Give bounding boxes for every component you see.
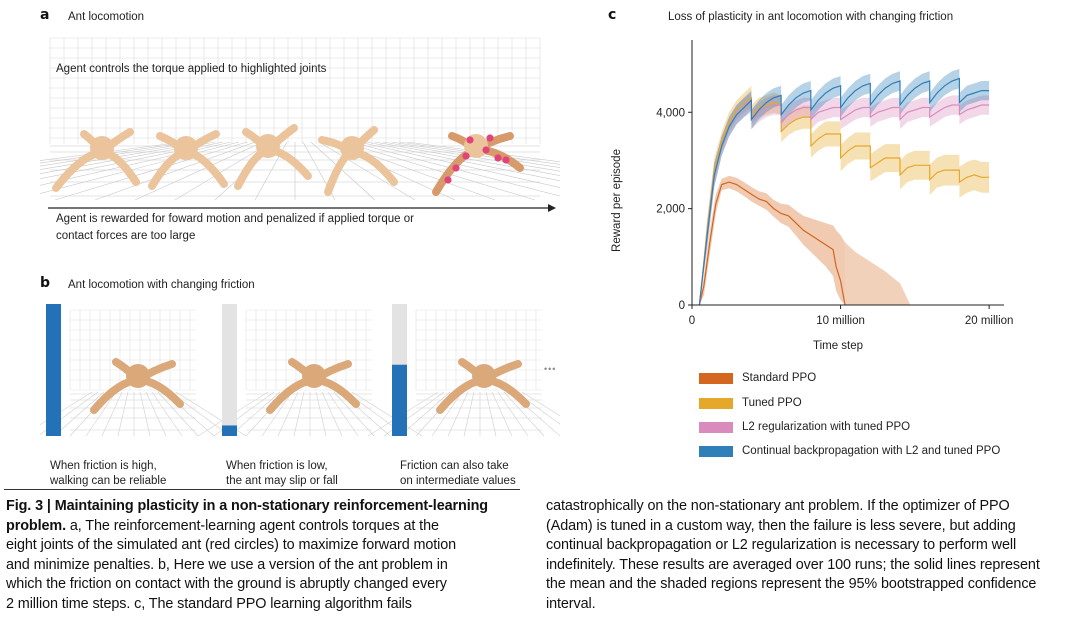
series-line-3 — [698, 77, 990, 306]
panel-a-title: Ant locomotion — [68, 11, 145, 23]
panel-c-letter: c — [608, 7, 617, 23]
caption-left-line-4: which the friction on contact with the g… — [6, 576, 447, 593]
panel-a-letter: a — [40, 7, 50, 23]
caption-right-line-6: interval. — [546, 595, 596, 612]
panel-b-letter: b — [40, 275, 51, 291]
legend-swatch-tuned — [699, 398, 733, 409]
x-tick-label: 0 — [689, 315, 695, 327]
friction-frames — [40, 304, 560, 437]
legend-label-tuned: Tuned PPO — [742, 397, 802, 409]
chart-title: Loss of plasticity in ant locomotion wit… — [668, 11, 954, 23]
frame-3-caption: Friction can also take on intermediate v… — [400, 459, 516, 489]
friction-frame — [367, 304, 560, 437]
caption-right-line-5: the mean and the shaded regions represen… — [546, 576, 1037, 593]
highlighted-joint — [502, 156, 510, 164]
highlighted-joint — [494, 154, 502, 162]
caption-right-line-2: (Adam) is tuned in a custom way, then th… — [546, 517, 1016, 534]
legend-label-standard: Standard PPO — [742, 372, 817, 384]
caption-figlabel: Fig. 3 | Maintaining plasticity in a non… — [6, 498, 488, 514]
highlighted-joint — [462, 152, 470, 160]
reward-chart: 0 2,000 4,000 0 10 million 20 million Time ste… — [611, 40, 1014, 352]
highlighted-joint — [466, 136, 474, 144]
frame-1-caption: When friction is high, walking can be re… — [50, 459, 166, 489]
series-band-0 — [699, 175, 845, 305]
friction-bar-fill — [46, 304, 61, 436]
frame-3-caption-line1: Friction can also take — [400, 460, 509, 472]
panel-a-top-text: Agent controls the torque applied to hig… — [56, 63, 327, 75]
highlighted-joint — [444, 176, 452, 184]
ant-figure — [90, 358, 184, 414]
ant-locomotion-scene — [40, 37, 560, 212]
ant-figure — [52, 128, 140, 192]
panel-a-bottom-text-2: contact forces are too large — [56, 230, 196, 242]
friction-frame — [40, 304, 247, 437]
highlighted-joint — [452, 164, 460, 172]
ant-figure — [234, 124, 312, 190]
highlighted-joint — [486, 134, 494, 142]
y-tick-label: 2,000 — [656, 204, 685, 216]
y-tick-label: 4,000 — [656, 107, 685, 119]
ant-figure — [318, 126, 398, 196]
y-axis-label: Reward per episode — [611, 149, 623, 252]
ellipsis: ••• — [544, 364, 557, 374]
motion-arrow-head — [548, 204, 556, 212]
panel-b-title: Ant locomotion with changing friction — [68, 279, 255, 291]
frame-1-caption-line1: When friction is high, — [50, 460, 157, 472]
x-tick-label: 10 million — [816, 315, 865, 327]
legend-label-cbp: Continual backpropagation with L2 and tu… — [742, 445, 1001, 457]
ant-figure — [432, 132, 524, 196]
caption-figlabel-2: problem. — [6, 517, 66, 534]
ant-figure — [436, 358, 530, 414]
caption-left-line-1: a, The reinforcement-learning agent cont… — [65, 517, 439, 534]
frame-2-caption-line2: the ant may slip or fall — [226, 475, 338, 487]
caption-rule — [4, 489, 520, 490]
frame-1-caption-line2: walking can be reliable — [50, 475, 167, 487]
caption-left-line-3: and minimize penalties. b, Here we use a… — [6, 556, 448, 573]
legend-label-l2: L2 regularization with tuned PPO — [742, 421, 911, 433]
ant-figure — [266, 358, 360, 414]
series-band-tail-0 — [845, 242, 911, 305]
friction-bar-fill — [222, 425, 237, 436]
caption-right-line-3: continual backpropagation or L2 regulari… — [546, 537, 1017, 554]
y-tick-label: 0 — [679, 300, 685, 312]
legend-swatch-cbp — [699, 446, 733, 457]
legend-swatch-l2 — [699, 422, 733, 433]
panel-a-bottom-text-1: Agent is rewarded for foward motion and … — [56, 213, 414, 225]
friction-frame — [197, 304, 423, 437]
ant-figure — [148, 130, 228, 190]
caption-right-line-4: indefinitely. These results are averaged… — [546, 556, 1040, 573]
series-line-0 — [698, 181, 846, 306]
frame-2-caption: When friction is low, the ant may slip o… — [226, 459, 338, 489]
highlighted-joint — [482, 146, 490, 154]
caption-right: catastrophically on the non-stationary a… — [546, 497, 1076, 615]
friction-bar-fill — [392, 364, 407, 436]
caption-left-line-5: 2 million time steps. c, The standard PP… — [6, 595, 412, 612]
frame-3-caption-line2: on intermediate values — [400, 475, 516, 487]
friction-bar-track — [222, 304, 237, 436]
caption-right-line-1: catastrophically on the non-stationary a… — [546, 498, 1010, 514]
x-axis-label: Time step — [813, 340, 863, 352]
legend-swatch-standard — [699, 373, 733, 384]
caption-left-line-2: eight joints of the simulated ant (red c… — [6, 537, 457, 554]
caption-left: Fig. 3 | Maintaining plasticity in a non… — [6, 497, 536, 615]
series-band-3 — [699, 68, 990, 306]
x-tick-label: 20 million — [965, 315, 1014, 327]
frame-2-caption-line1: When friction is low, — [226, 460, 328, 472]
